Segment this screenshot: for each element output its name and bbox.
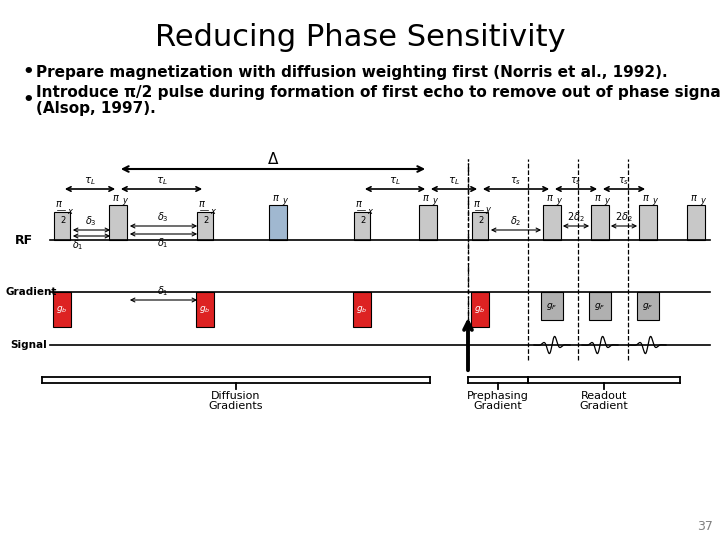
Text: $y$: $y$ — [604, 196, 611, 207]
Text: $\Delta$: $\Delta$ — [267, 151, 279, 167]
Text: $\pi$: $\pi$ — [55, 199, 63, 209]
Text: Diffusion: Diffusion — [211, 391, 261, 401]
Text: $\delta_2$: $\delta_2$ — [510, 214, 522, 228]
Text: $\pi$: $\pi$ — [422, 193, 430, 203]
Text: $\pi$: $\pi$ — [272, 193, 280, 203]
Bar — [687, 205, 705, 240]
Bar — [196, 292, 214, 327]
Text: $g_b$: $g_b$ — [56, 304, 68, 315]
Text: $2\delta_2$: $2\delta_2$ — [615, 210, 633, 224]
Text: $\pi$: $\pi$ — [473, 199, 481, 209]
Text: $\tau_L$: $\tau_L$ — [156, 175, 168, 187]
Bar — [109, 205, 127, 240]
Text: $\delta_1$: $\delta_1$ — [157, 284, 168, 298]
Text: $y$: $y$ — [432, 196, 439, 207]
Text: $g_b$: $g_b$ — [199, 304, 211, 315]
Text: $g_b$: $g_b$ — [474, 304, 486, 315]
Text: $y$: $y$ — [700, 196, 707, 207]
Text: $\tau_s$: $\tau_s$ — [618, 175, 629, 187]
Text: $\pi$: $\pi$ — [355, 199, 363, 209]
Text: $\pi$: $\pi$ — [198, 199, 206, 209]
Text: $y$: $y$ — [282, 196, 289, 207]
Bar — [543, 205, 561, 240]
Bar — [419, 205, 437, 240]
Bar — [353, 292, 371, 327]
Text: $x$: $x$ — [67, 207, 74, 216]
Text: $\delta_3$: $\delta_3$ — [157, 210, 169, 224]
Text: $2$: $2$ — [60, 214, 66, 225]
Text: •: • — [22, 63, 34, 81]
Text: $\tau_L$: $\tau_L$ — [389, 175, 401, 187]
Text: $\delta_1$: $\delta_1$ — [72, 238, 84, 252]
Bar — [354, 212, 370, 240]
Bar — [54, 212, 70, 240]
Text: $g_F$: $g_F$ — [642, 300, 654, 312]
Text: $2\delta_2$: $2\delta_2$ — [567, 210, 585, 224]
Text: Gradient: Gradient — [5, 287, 56, 297]
Text: $\pi$: $\pi$ — [112, 193, 120, 203]
Bar — [269, 205, 287, 240]
Text: $y$: $y$ — [556, 196, 563, 207]
Bar — [591, 205, 609, 240]
Bar — [541, 292, 563, 320]
Bar — [637, 292, 659, 320]
Text: $g_F$: $g_F$ — [546, 300, 558, 312]
Text: $\delta_3$: $\delta_3$ — [85, 214, 97, 228]
Bar — [197, 212, 213, 240]
Text: $y$: $y$ — [652, 196, 660, 207]
Text: $\pi$: $\pi$ — [690, 193, 698, 203]
Text: $y$: $y$ — [485, 205, 492, 216]
Text: $\pi$: $\pi$ — [546, 193, 554, 203]
Text: Gradient: Gradient — [580, 401, 629, 411]
Text: $g_b$: $g_b$ — [356, 304, 368, 315]
Text: $\tau_L$: $\tau_L$ — [448, 175, 460, 187]
Text: $2$: $2$ — [203, 214, 210, 225]
Text: $x$: $x$ — [210, 207, 217, 216]
Text: $\pi$: $\pi$ — [594, 193, 602, 203]
Text: (Alsop, 1997).: (Alsop, 1997). — [36, 100, 156, 116]
Text: $\tau_s$: $\tau_s$ — [510, 175, 521, 187]
Text: Introduce π/2 pulse during formation of first echo to remove out of phase signal: Introduce π/2 pulse during formation of … — [36, 85, 720, 100]
Text: Signal: Signal — [10, 340, 47, 350]
Text: $\pi$: $\pi$ — [642, 193, 650, 203]
Bar — [471, 292, 489, 327]
Text: $2$: $2$ — [360, 214, 366, 225]
Text: Reducing Phase Sensitivity: Reducing Phase Sensitivity — [155, 24, 565, 52]
Text: 37: 37 — [697, 519, 713, 532]
Text: Prephasing: Prephasing — [467, 391, 529, 401]
Text: $2$: $2$ — [478, 214, 485, 225]
Text: $\tau_s$: $\tau_s$ — [570, 175, 582, 187]
Text: •: • — [22, 91, 34, 109]
Text: Readout: Readout — [581, 391, 627, 401]
Bar — [53, 292, 71, 327]
Text: $g_F$: $g_F$ — [594, 300, 606, 312]
Bar — [472, 212, 488, 240]
Text: Prepare magnetization with diffusion weighting first (Norris et al., 1992).: Prepare magnetization with diffusion wei… — [36, 64, 667, 79]
Text: $\delta_1$: $\delta_1$ — [157, 236, 168, 250]
Text: $x$: $x$ — [367, 207, 374, 216]
Bar — [639, 205, 657, 240]
Text: $y$: $y$ — [122, 196, 130, 207]
Text: RF: RF — [15, 233, 33, 246]
Text: Gradients: Gradients — [209, 401, 264, 411]
Text: Gradient: Gradient — [474, 401, 523, 411]
Bar — [589, 292, 611, 320]
Text: $\tau_L$: $\tau_L$ — [84, 175, 96, 187]
